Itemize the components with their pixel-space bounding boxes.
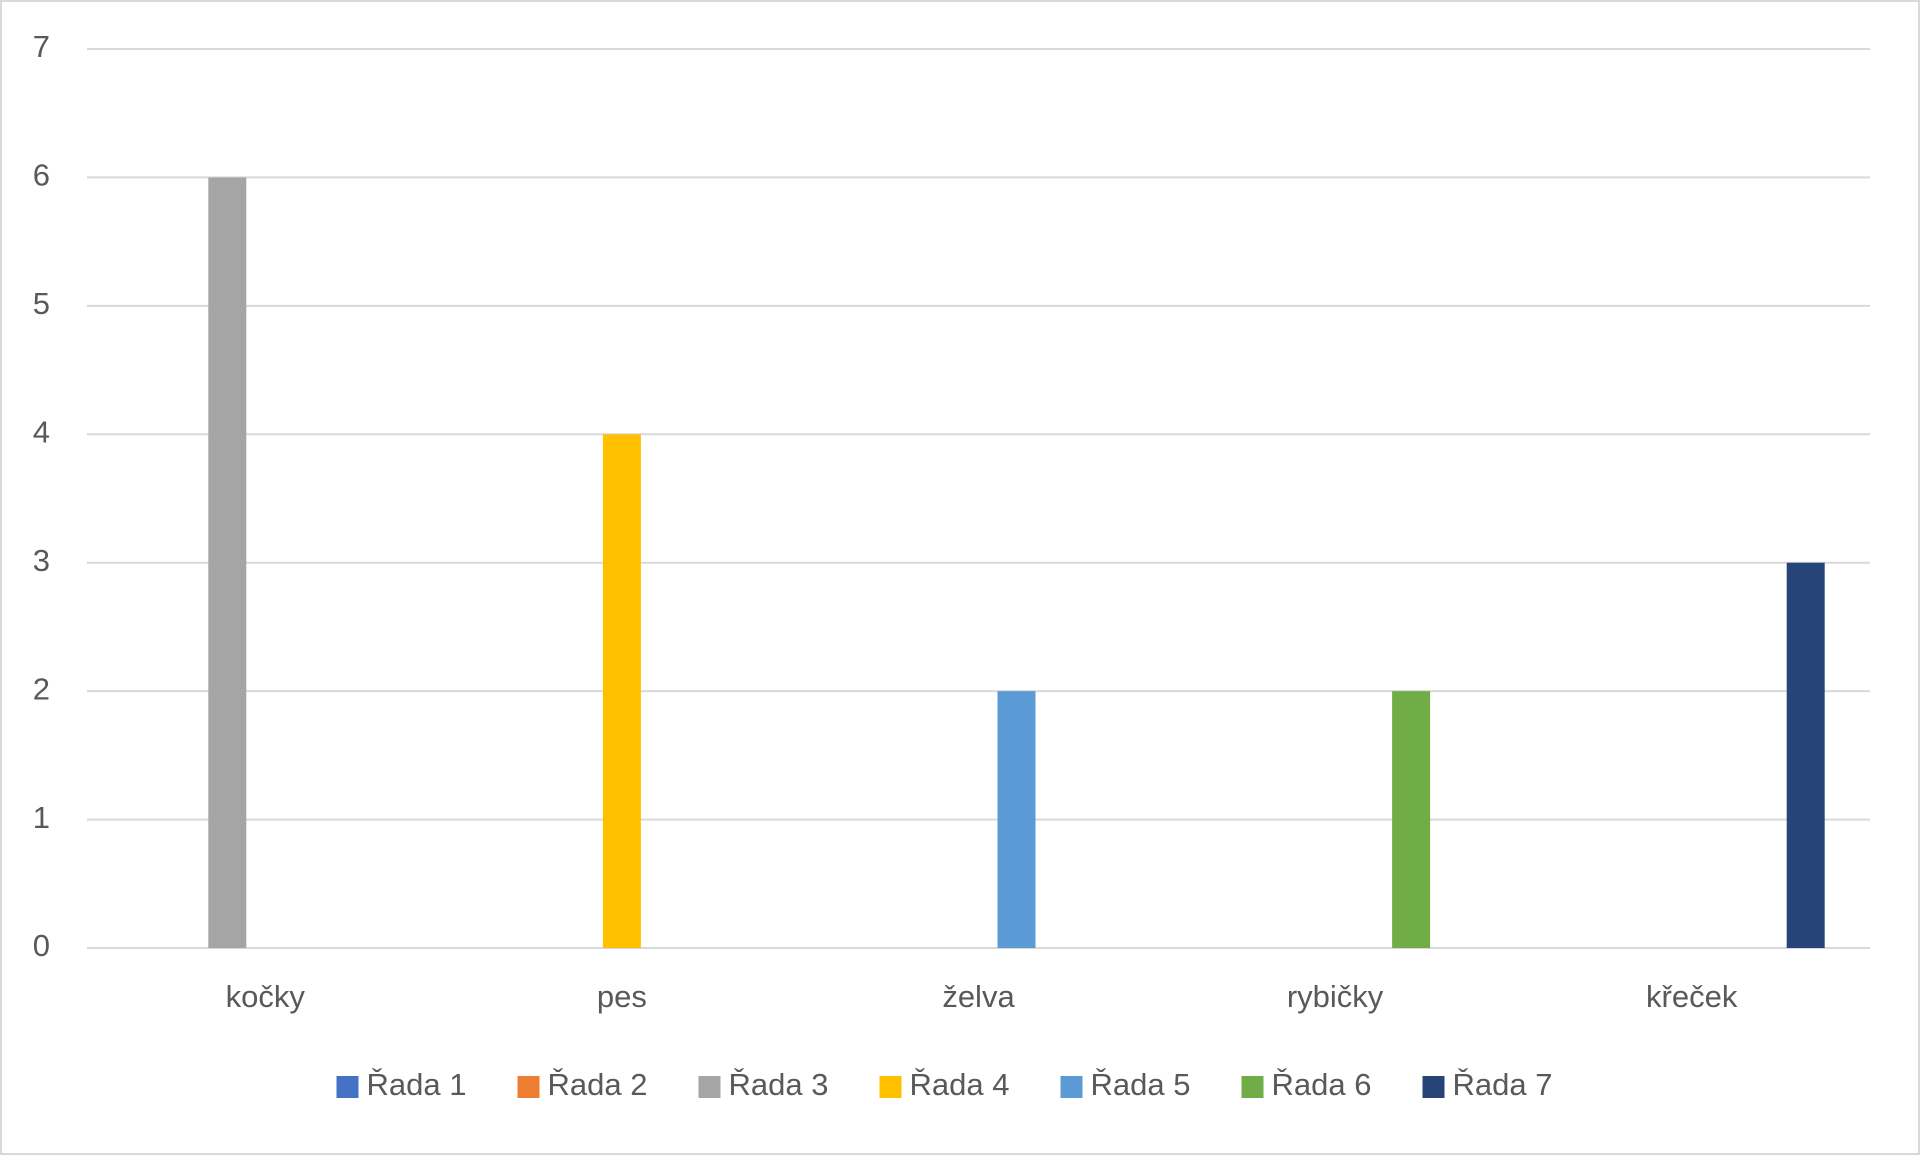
x-tick-label: kočky: [226, 979, 306, 1014]
x-tick-label: křeček: [1646, 979, 1738, 1014]
x-tick-label: rybičky: [1287, 979, 1384, 1014]
legend-label: Řada 2: [548, 1067, 648, 1102]
x-tick-label: želva: [942, 979, 1015, 1014]
legend-swatch: [336, 1076, 359, 1098]
legend-label: Řada 7: [1453, 1067, 1553, 1102]
x-tick-label: pes: [597, 979, 647, 1014]
bar: [208, 177, 247, 948]
bar: [1786, 562, 1825, 948]
y-tick-label: 5: [33, 286, 50, 321]
y-tick-label: 2: [33, 671, 50, 706]
y-tick-label: 0: [33, 928, 50, 963]
legend-swatch: [517, 1076, 540, 1098]
legend-label: Řada 5: [1091, 1067, 1191, 1102]
y-tick-label: 7: [33, 29, 50, 64]
y-tick-label: 3: [33, 543, 50, 578]
legend-swatch: [1422, 1076, 1445, 1098]
y-tick-label: 1: [33, 800, 50, 835]
legend-swatch: [1241, 1076, 1264, 1098]
legend-swatch: [879, 1076, 902, 1098]
bar: [997, 691, 1036, 948]
legend-swatch: [1060, 1076, 1083, 1098]
legend-label: Řada 4: [910, 1067, 1010, 1102]
y-tick-label: 6: [33, 158, 50, 193]
bar: [602, 434, 641, 948]
legend-swatch: [698, 1076, 721, 1098]
y-tick-label: 4: [33, 414, 50, 449]
legend-label: Řada 3: [729, 1067, 829, 1102]
legend-label: Řada 1: [367, 1067, 467, 1102]
bar: [1392, 691, 1431, 948]
legend-label: Řada 6: [1272, 1067, 1372, 1102]
